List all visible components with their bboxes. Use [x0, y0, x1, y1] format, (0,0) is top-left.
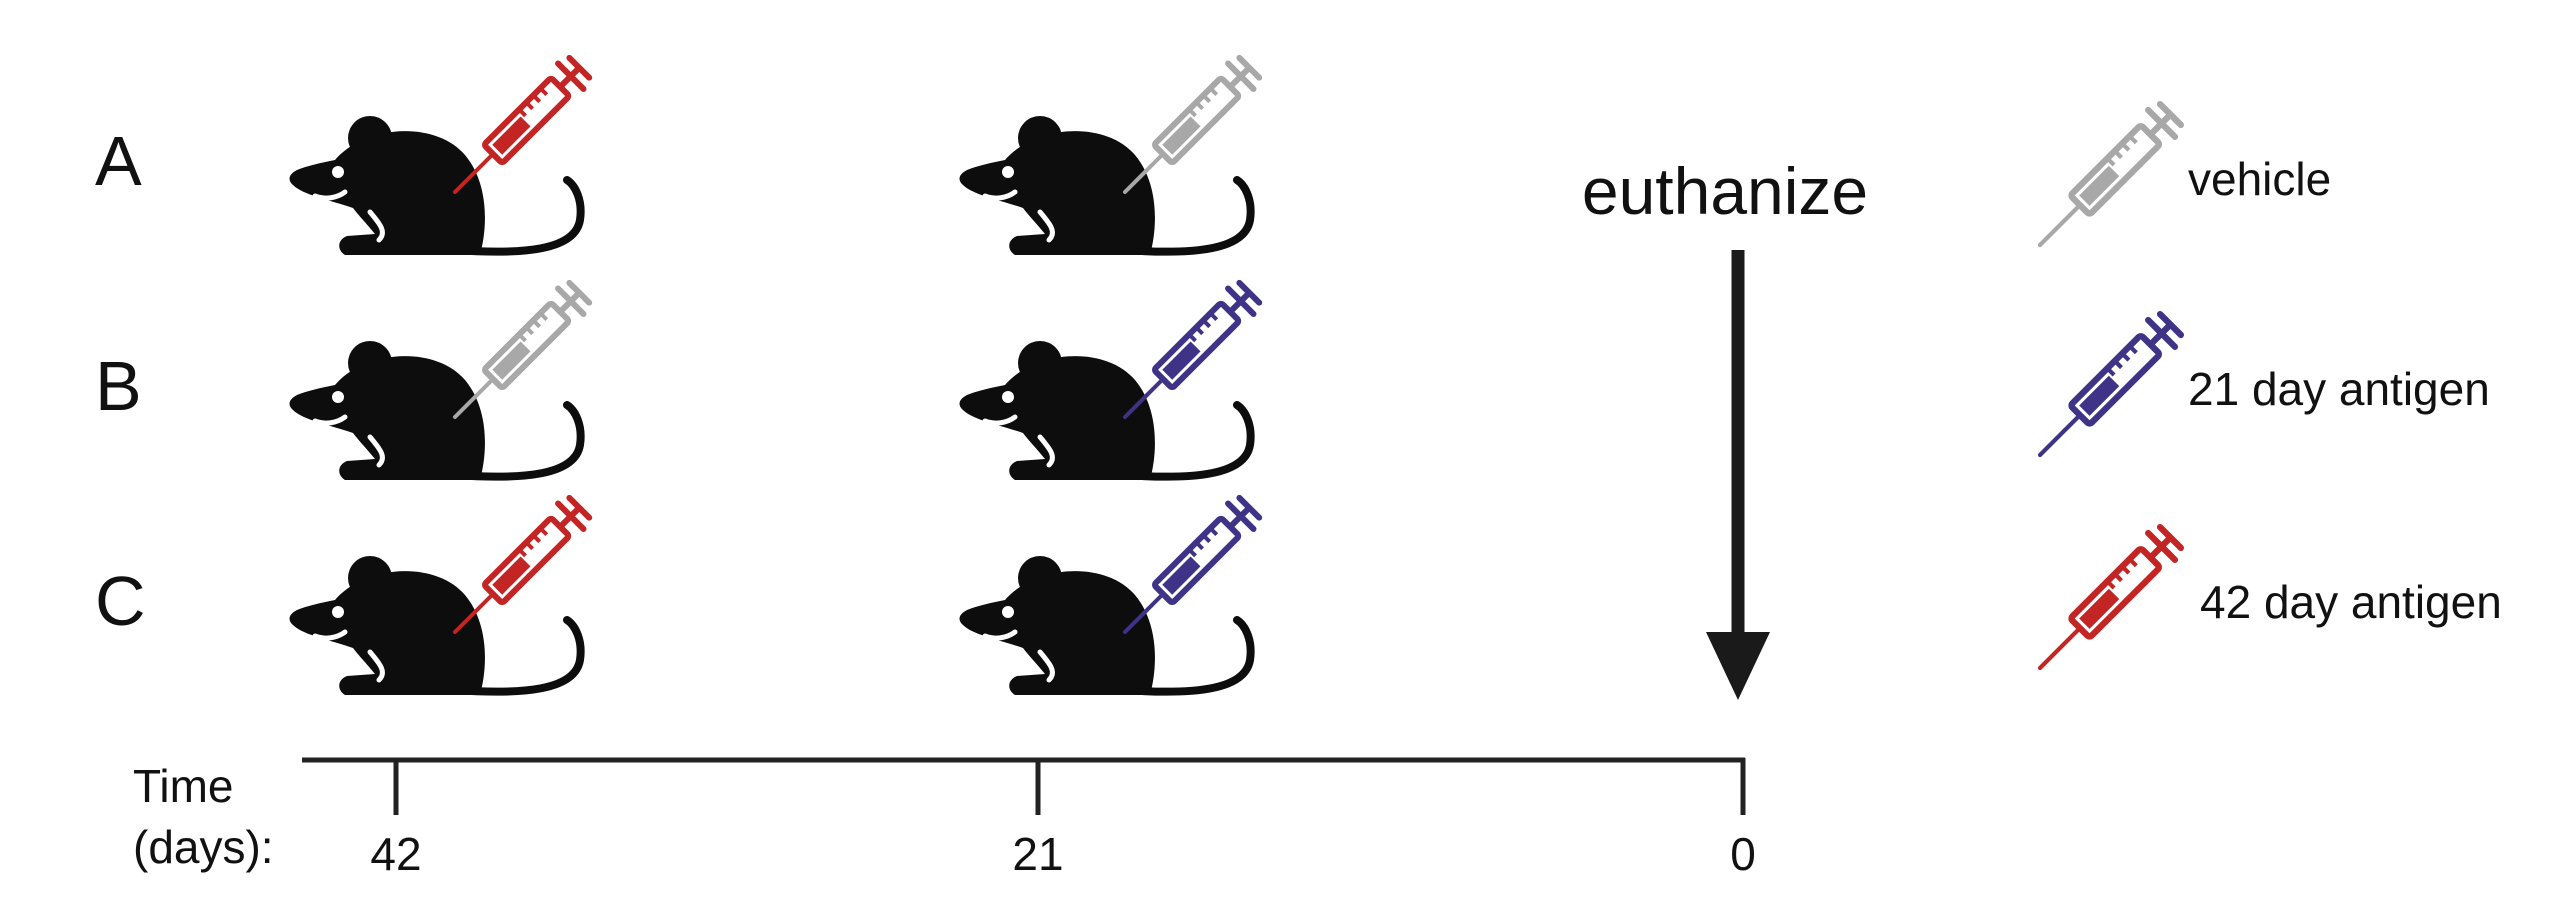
syringe-icon — [1125, 280, 1262, 417]
group-rows: A B C — [95, 55, 1262, 695]
tick-label: 0 — [1730, 828, 1756, 880]
syringe-icon — [1125, 495, 1262, 632]
group-row-b: B — [95, 280, 1262, 480]
group-row-c: C — [95, 495, 1262, 695]
mouse-icon — [960, 556, 1251, 695]
group-label: C — [95, 562, 146, 640]
syringe-icon — [2040, 101, 2184, 245]
time-axis-label-line2: (days): — [133, 821, 274, 873]
mouse-icon — [960, 341, 1251, 480]
legend: vehicle 21 day antigen 42 day antigen — [2040, 101, 2502, 668]
legend-item: vehicle — [2040, 101, 2331, 245]
legend-label: 21 day antigen — [2188, 363, 2490, 415]
legend-label: 42 day antigen — [2200, 576, 2502, 628]
legend-item: 42 day antigen — [2040, 524, 2502, 668]
mouse-icon — [290, 556, 581, 695]
mouse-icon — [960, 116, 1251, 255]
legend-label: vehicle — [2188, 153, 2331, 205]
down-arrow-icon — [1706, 250, 1770, 700]
tick-label: 21 — [1012, 828, 1063, 880]
euthanize-marker: euthanize — [1582, 154, 1868, 700]
syringe-icon — [455, 495, 592, 632]
mouse-icon — [290, 341, 581, 480]
euthanize-label: euthanize — [1582, 154, 1868, 228]
mouse-icon — [290, 116, 581, 255]
syringe-icon — [1125, 55, 1262, 192]
syringe-icon — [2040, 311, 2184, 455]
group-label: A — [95, 122, 142, 200]
syringe-icon — [2040, 524, 2184, 668]
tick-label: 42 — [370, 828, 421, 880]
group-label: B — [95, 347, 142, 425]
syringe-icon — [455, 280, 592, 417]
time-axis-label-line1: Time — [133, 760, 234, 812]
legend-item: 21 day antigen — [2040, 311, 2490, 455]
group-row-a: A — [95, 55, 1262, 255]
syringe-icon — [455, 55, 592, 192]
timeline: Time (days): 42 21 0 — [133, 757, 1756, 880]
